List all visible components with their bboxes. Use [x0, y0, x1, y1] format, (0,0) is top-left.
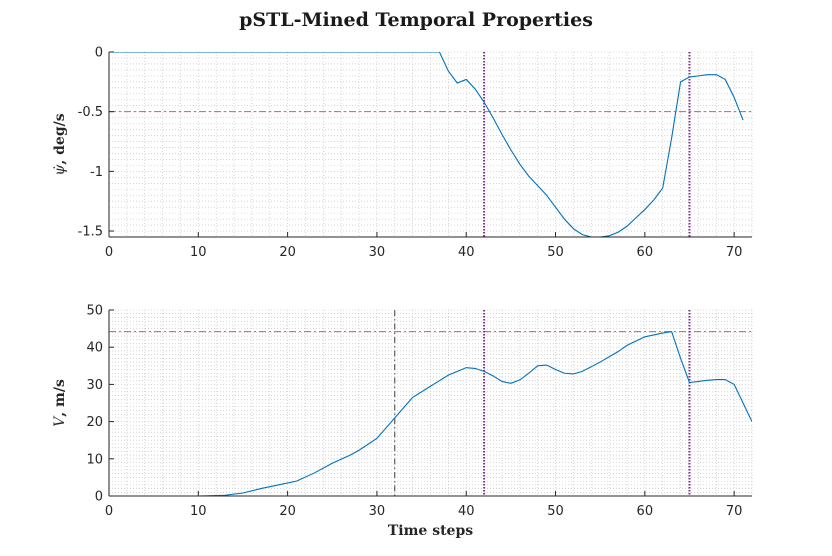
- y-axis-label: V, m/s: [52, 379, 68, 427]
- y-axis-unit: , m/s: [52, 379, 68, 417]
- y-tick-label: 50: [86, 304, 103, 319]
- yaw-rate-panel: 0 10 20 30 40 50 60 70 0 -0.5 -1 -1.5 ψ̇, deg/s: [52, 46, 753, 260]
- series-line-velocity: [109, 330, 752, 496]
- x-tick-label: 30: [369, 245, 386, 260]
- series-line-yaw-rate: [109, 52, 744, 237]
- x-tick-label: 40: [458, 504, 475, 519]
- y-tick-label: 20: [86, 415, 103, 430]
- x-tick-label: 60: [637, 504, 654, 519]
- x-tick-label: 20: [279, 245, 296, 260]
- y-tick-label: 0: [95, 490, 103, 505]
- x-tick-label: 70: [726, 245, 743, 260]
- x-tick-label: 0: [105, 504, 113, 519]
- y-tick-label: -0.5: [78, 105, 103, 120]
- x-tick-label: 0: [105, 245, 113, 260]
- x-tick-label: 10: [190, 245, 207, 260]
- x-axis-label: Time steps: [388, 523, 473, 539]
- x-tick-label: 30: [369, 504, 386, 519]
- x-tick-label: 60: [637, 245, 654, 260]
- chart-title: pSTL-Mined Temporal Properties: [239, 9, 593, 31]
- y-tick-label: 40: [86, 341, 103, 356]
- y-tick-label: 0: [95, 46, 103, 61]
- velocity-panel: 0 10 20 30 40 50 60 70 0 10 20 30 40 50 V, m/s Time ste…: [52, 304, 753, 539]
- x-tick-label: 50: [547, 504, 564, 519]
- y-tick-label: 10: [86, 452, 103, 467]
- y-tick-label: 30: [86, 378, 103, 393]
- y-axis-unit: , deg/s: [52, 113, 68, 164]
- x-tick-label: 50: [547, 245, 564, 260]
- x-tick-label: 40: [458, 245, 475, 260]
- y-axis-label: ψ̇, deg/s: [52, 113, 68, 175]
- y-axis-symbol: V: [52, 415, 68, 427]
- y-tick-label: -1.5: [78, 225, 103, 240]
- x-tick-label: 70: [726, 504, 743, 519]
- y-axis-symbol: ψ̇: [52, 164, 68, 176]
- x-tick-label: 20: [279, 504, 296, 519]
- x-tick-label: 10: [190, 504, 207, 519]
- y-tick-label: -1: [90, 165, 103, 180]
